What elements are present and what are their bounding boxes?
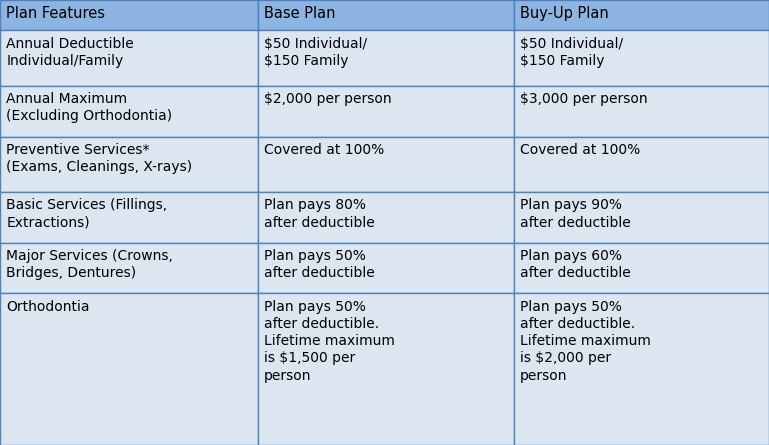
Bar [258,137,514,192]
Text: Plan Features: Plan Features [6,6,105,21]
Text: $2,000 per person: $2,000 per person [264,92,391,106]
Bar [258,192,514,243]
Text: Plan pays 50%
after deductible.
Lifetime maximum
is $1,500 per
person: Plan pays 50% after deductible. Lifetime… [264,299,394,383]
Bar [514,137,769,192]
Bar [514,30,769,86]
Text: Preventive Services*
(Exams, Cleanings, X-rays): Preventive Services* (Exams, Cleanings, … [6,143,192,174]
Text: Annual Maximum
(Excluding Orthodontia): Annual Maximum (Excluding Orthodontia) [6,92,172,124]
Text: $3,000 per person: $3,000 per person [520,92,647,106]
Text: Major Services (Crowns,
Bridges, Dentures): Major Services (Crowns, Bridges, Denture… [6,249,173,280]
Bar [0,86,258,137]
Text: Plan pays 50%
after deductible: Plan pays 50% after deductible [264,249,375,280]
Bar [514,192,769,243]
Bar [258,293,514,445]
Bar [514,293,769,445]
Text: Plan pays 50%
after deductible.
Lifetime maximum
is $2,000 per
person: Plan pays 50% after deductible. Lifetime… [520,299,651,383]
Bar [258,0,514,30]
Bar [0,293,258,445]
Bar [514,86,769,137]
Bar [0,0,258,30]
Text: $50 Individual/
$150 Family: $50 Individual/ $150 Family [264,36,367,68]
Text: Buy-Up Plan: Buy-Up Plan [520,6,608,21]
Bar [258,30,514,86]
Text: Covered at 100%: Covered at 100% [264,143,384,157]
Text: Base Plan: Base Plan [264,6,335,21]
Bar [0,137,258,192]
Bar [514,0,769,30]
Bar [514,243,769,293]
Bar [0,243,258,293]
Text: $50 Individual/
$150 Family: $50 Individual/ $150 Family [520,36,623,68]
Text: Annual Deductible
Individual/Family: Annual Deductible Individual/Family [6,36,134,68]
Text: Plan pays 80%
after deductible: Plan pays 80% after deductible [264,198,375,230]
Bar [0,30,258,86]
Text: Orthodontia: Orthodontia [6,299,90,314]
Text: Plan pays 60%
after deductible: Plan pays 60% after deductible [520,249,631,280]
Bar [0,192,258,243]
Bar [258,243,514,293]
Text: Basic Services (Fillings,
Extractions): Basic Services (Fillings, Extractions) [6,198,168,230]
Bar [258,86,514,137]
Text: Plan pays 90%
after deductible: Plan pays 90% after deductible [520,198,631,230]
Text: Covered at 100%: Covered at 100% [520,143,640,157]
